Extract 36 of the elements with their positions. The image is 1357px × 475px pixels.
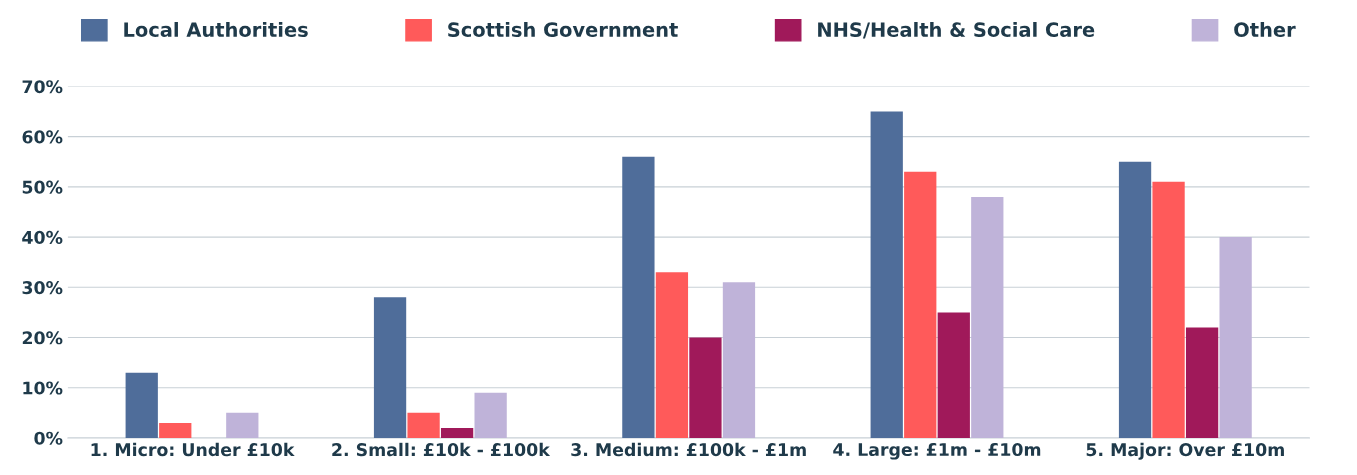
- bar: [971, 196, 1004, 438]
- legend-label: Other: [1234, 21, 1296, 38]
- bar: [159, 422, 192, 438]
- bar: [722, 282, 756, 438]
- y-tick-label: 40%: [22, 230, 63, 244]
- bar: [474, 392, 507, 438]
- y-tick-label: 0%: [34, 431, 63, 445]
- x-tick-label: 5. Major: Over £10m: [1086, 442, 1284, 460]
- x-tick-label: 2. Small: £10k - £100k: [332, 442, 551, 457]
- y-tick-label: 70%: [22, 80, 63, 94]
- x-tick-label: 4. Large: £1m - £10m: [833, 442, 1041, 460]
- bar: [622, 156, 655, 438]
- legend-label: Scottish Government: [448, 21, 678, 38]
- bar: [407, 412, 440, 438]
- bar: [689, 337, 722, 438]
- bar: [125, 372, 158, 438]
- bar: [904, 171, 937, 438]
- y-tick-label: 50%: [22, 180, 63, 194]
- y-tick-label: 30%: [22, 281, 63, 295]
- bar: [1185, 327, 1219, 438]
- bar: [1152, 181, 1185, 438]
- y-tick-label: 60%: [22, 130, 63, 144]
- x-tick-label: 3. Medium: £100k - £1m: [571, 442, 806, 457]
- legend-label: NHS/Health & Social Care: [818, 21, 1095, 39]
- bar: [937, 312, 970, 438]
- bar: [1118, 161, 1152, 438]
- bar: [373, 297, 407, 438]
- y-tick-label: 10%: [23, 381, 63, 395]
- bar: [870, 111, 903, 438]
- legend-label: Local Authorities: [124, 21, 308, 38]
- bar: [655, 272, 689, 438]
- bar: [1219, 237, 1252, 438]
- bar: [440, 427, 474, 438]
- x-tick-label: 1. Micro: Under £10k: [91, 442, 295, 457]
- y-tick-label: 20%: [22, 331, 63, 345]
- bar: [226, 412, 259, 438]
